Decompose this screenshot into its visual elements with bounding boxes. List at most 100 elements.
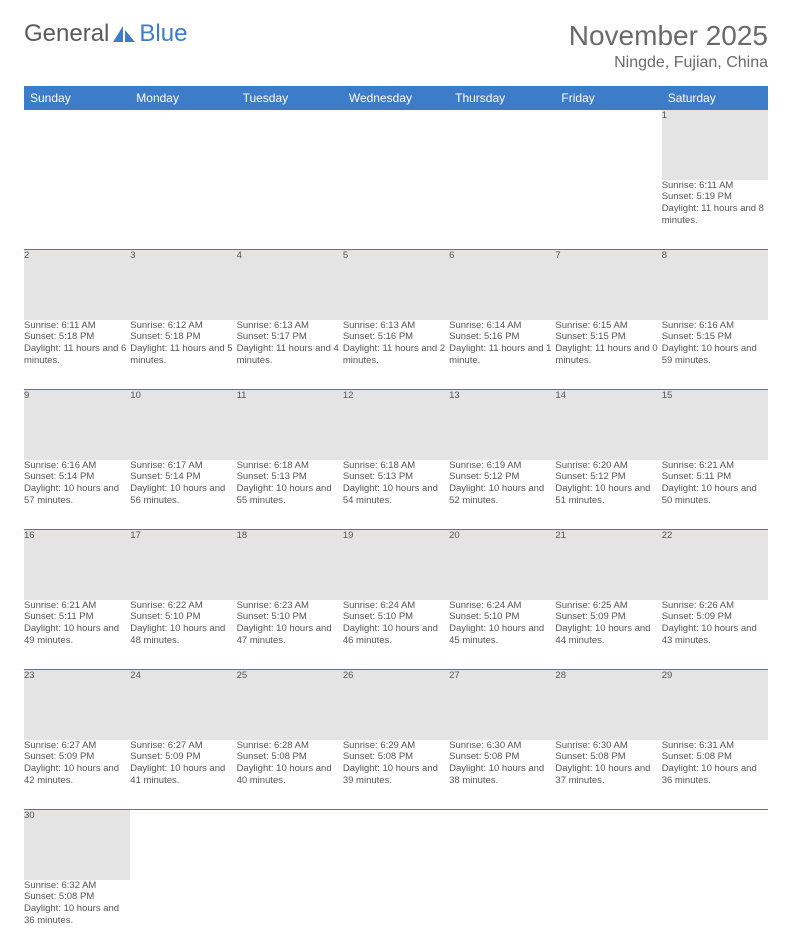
- day-number-cell: [449, 110, 555, 180]
- sunrise-text: Sunrise: 6:17 AM: [130, 460, 236, 472]
- daylight-text: Daylight: 10 hours and 57 minutes.: [24, 483, 130, 507]
- daylight-text: Daylight: 10 hours and 51 minutes.: [555, 483, 661, 507]
- sunrise-text: Sunrise: 6:11 AM: [24, 320, 130, 332]
- daylight-text: Daylight: 10 hours and 49 minutes.: [24, 623, 130, 647]
- logo: General Blue: [24, 20, 187, 48]
- daylight-text: Daylight: 11 hours and 6 minutes.: [24, 343, 130, 367]
- day-content-cell: Sunrise: 6:24 AMSunset: 5:10 PMDaylight:…: [449, 600, 555, 670]
- day-number-cell: [555, 110, 661, 180]
- daynum-row: 30: [24, 810, 768, 880]
- daylight-text: Daylight: 10 hours and 46 minutes.: [343, 623, 449, 647]
- day-content-cell: Sunrise: 6:21 AMSunset: 5:11 PMDaylight:…: [24, 600, 130, 670]
- sunrise-text: Sunrise: 6:14 AM: [449, 320, 555, 332]
- daylight-text: Daylight: 10 hours and 50 minutes.: [662, 483, 768, 507]
- sunrise-text: Sunrise: 6:21 AM: [662, 460, 768, 472]
- daylight-text: Daylight: 10 hours and 52 minutes.: [449, 483, 555, 507]
- day-content-cell: Sunrise: 6:14 AMSunset: 5:16 PMDaylight:…: [449, 320, 555, 390]
- day-number-cell: [343, 810, 449, 880]
- day-content-cell: [24, 180, 130, 250]
- daynum-row: 16171819202122: [24, 530, 768, 600]
- sunset-text: Sunset: 5:15 PM: [662, 331, 768, 343]
- header: General Blue November 2025 Ningde, Fujia…: [24, 20, 768, 72]
- day-content-cell: [449, 180, 555, 250]
- day-number-cell: 24: [130, 670, 236, 740]
- sunset-text: Sunset: 5:14 PM: [24, 471, 130, 483]
- sunrise-text: Sunrise: 6:32 AM: [24, 880, 130, 892]
- logo-sail-icon: [111, 24, 137, 44]
- logo-text-1: General: [24, 20, 109, 48]
- sunset-text: Sunset: 5:17 PM: [237, 331, 343, 343]
- daynum-row: 23242526272829: [24, 670, 768, 740]
- sunrise-text: Sunrise: 6:28 AM: [237, 740, 343, 752]
- sunset-text: Sunset: 5:10 PM: [449, 611, 555, 623]
- daylight-text: Daylight: 11 hours and 8 minutes.: [662, 203, 768, 227]
- daylight-text: Daylight: 10 hours and 40 minutes.: [237, 763, 343, 787]
- day-number-cell: [237, 110, 343, 180]
- day-number-cell: 15: [662, 390, 768, 460]
- day-content-cell: Sunrise: 6:30 AMSunset: 5:08 PMDaylight:…: [449, 740, 555, 810]
- day-content-cell: Sunrise: 6:28 AMSunset: 5:08 PMDaylight:…: [237, 740, 343, 810]
- daylight-text: Daylight: 10 hours and 54 minutes.: [343, 483, 449, 507]
- day-number-cell: 11: [237, 390, 343, 460]
- sunrise-text: Sunrise: 6:11 AM: [662, 180, 768, 192]
- sunset-text: Sunset: 5:08 PM: [237, 751, 343, 763]
- weekday-header: Tuesday: [237, 87, 343, 110]
- content-row: Sunrise: 6:11 AMSunset: 5:19 PMDaylight:…: [24, 180, 768, 250]
- day-content-cell: Sunrise: 6:21 AMSunset: 5:11 PMDaylight:…: [662, 460, 768, 530]
- day-number-cell: 25: [237, 670, 343, 740]
- sunset-text: Sunset: 5:12 PM: [555, 471, 661, 483]
- daylight-text: Daylight: 10 hours and 48 minutes.: [130, 623, 236, 647]
- daylight-text: Daylight: 10 hours and 47 minutes.: [237, 623, 343, 647]
- sunrise-text: Sunrise: 6:23 AM: [237, 600, 343, 612]
- weekday-header: Sunday: [24, 87, 130, 110]
- sunrise-text: Sunrise: 6:25 AM: [555, 600, 661, 612]
- day-number-cell: [24, 110, 130, 180]
- title-block: November 2025 Ningde, Fujian, China: [569, 20, 768, 72]
- sunrise-text: Sunrise: 6:19 AM: [449, 460, 555, 472]
- day-content-cell: Sunrise: 6:29 AMSunset: 5:08 PMDaylight:…: [343, 740, 449, 810]
- day-number-cell: 1: [662, 110, 768, 180]
- content-row: Sunrise: 6:21 AMSunset: 5:11 PMDaylight:…: [24, 600, 768, 670]
- day-content-cell: [343, 180, 449, 250]
- daylight-text: Daylight: 10 hours and 36 minutes.: [662, 763, 768, 787]
- day-content-cell: [449, 880, 555, 950]
- location: Ningde, Fujian, China: [569, 54, 768, 72]
- day-content-cell: [237, 880, 343, 950]
- daylight-text: Daylight: 10 hours and 41 minutes.: [130, 763, 236, 787]
- sunset-text: Sunset: 5:08 PM: [662, 751, 768, 763]
- day-content-cell: Sunrise: 6:11 AMSunset: 5:19 PMDaylight:…: [662, 180, 768, 250]
- day-content-cell: Sunrise: 6:30 AMSunset: 5:08 PMDaylight:…: [555, 740, 661, 810]
- day-content-cell: Sunrise: 6:20 AMSunset: 5:12 PMDaylight:…: [555, 460, 661, 530]
- weekday-header-row: Sunday Monday Tuesday Wednesday Thursday…: [24, 87, 768, 110]
- day-number-cell: 22: [662, 530, 768, 600]
- weekday-header: Monday: [130, 87, 236, 110]
- daylight-text: Daylight: 11 hours and 1 minute.: [449, 343, 555, 367]
- daynum-row: 2345678: [24, 250, 768, 320]
- sunrise-text: Sunrise: 6:26 AM: [662, 600, 768, 612]
- day-content-cell: Sunrise: 6:23 AMSunset: 5:10 PMDaylight:…: [237, 600, 343, 670]
- sunset-text: Sunset: 5:10 PM: [343, 611, 449, 623]
- content-row: Sunrise: 6:11 AMSunset: 5:18 PMDaylight:…: [24, 320, 768, 390]
- day-number-cell: [130, 810, 236, 880]
- sunrise-text: Sunrise: 6:24 AM: [449, 600, 555, 612]
- day-content-cell: Sunrise: 6:26 AMSunset: 5:09 PMDaylight:…: [662, 600, 768, 670]
- sunrise-text: Sunrise: 6:20 AM: [555, 460, 661, 472]
- day-number-cell: 30: [24, 810, 130, 880]
- day-number-cell: 10: [130, 390, 236, 460]
- sunset-text: Sunset: 5:08 PM: [555, 751, 661, 763]
- sunset-text: Sunset: 5:08 PM: [343, 751, 449, 763]
- day-number-cell: 23: [24, 670, 130, 740]
- daylight-text: Daylight: 11 hours and 0 minutes.: [555, 343, 661, 367]
- day-number-cell: [662, 810, 768, 880]
- day-content-cell: Sunrise: 6:17 AMSunset: 5:14 PMDaylight:…: [130, 460, 236, 530]
- day-content-cell: Sunrise: 6:25 AMSunset: 5:09 PMDaylight:…: [555, 600, 661, 670]
- daylight-text: Daylight: 10 hours and 56 minutes.: [130, 483, 236, 507]
- sunset-text: Sunset: 5:11 PM: [24, 611, 130, 623]
- day-content-cell: Sunrise: 6:16 AMSunset: 5:14 PMDaylight:…: [24, 460, 130, 530]
- day-number-cell: 9: [24, 390, 130, 460]
- daynum-row: 9101112131415: [24, 390, 768, 460]
- calendar-table: Sunday Monday Tuesday Wednesday Thursday…: [24, 86, 768, 950]
- sunset-text: Sunset: 5:14 PM: [130, 471, 236, 483]
- daylight-text: Daylight: 11 hours and 4 minutes.: [237, 343, 343, 367]
- daylight-text: Daylight: 11 hours and 5 minutes.: [130, 343, 236, 367]
